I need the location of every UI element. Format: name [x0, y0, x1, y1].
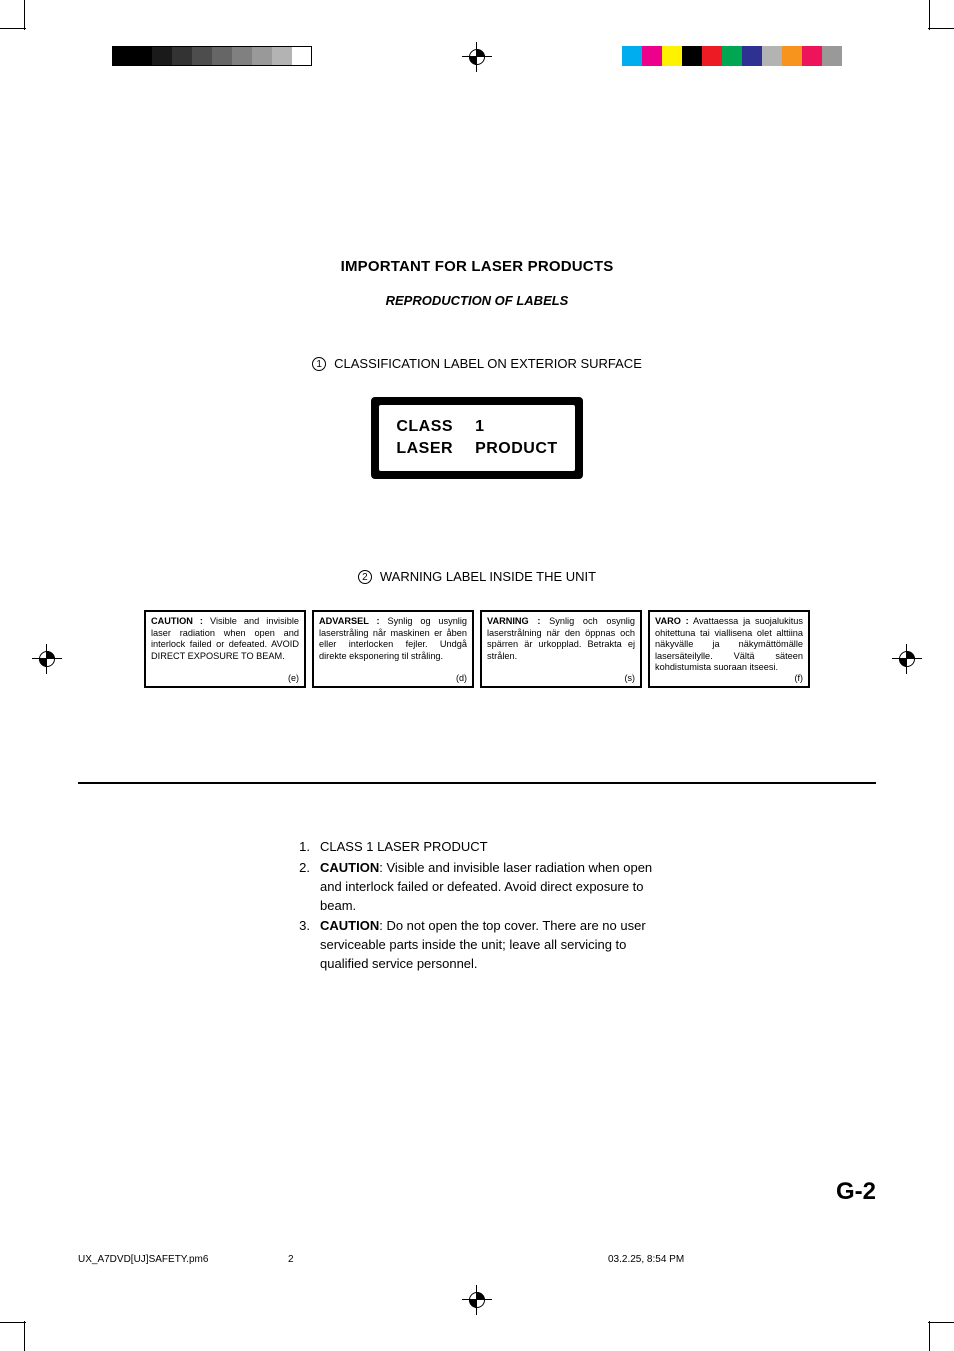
- section-1-text: CLASSIFICATION LABEL ON EXTERIOR SURFACE: [334, 356, 642, 371]
- page-number: G-2: [836, 1178, 876, 1206]
- list-item: 3. CAUTION: Do not open the top cover. T…: [292, 917, 662, 974]
- label-text: 1: [475, 416, 484, 438]
- swatch: [722, 46, 742, 66]
- swatch: [112, 46, 132, 66]
- list-number: 1.: [292, 838, 310, 857]
- list-lead: CAUTION: [320, 860, 379, 875]
- swatch: [192, 46, 212, 66]
- crop-mark: [928, 28, 954, 29]
- swatch: [152, 46, 172, 66]
- swatch: [212, 46, 232, 66]
- class1-laser-label: CLASS 1 LASER PRODUCT: [371, 397, 583, 479]
- label-text: LASER: [396, 438, 453, 460]
- warning-text: CAUTION : Visible and invisible laser ra…: [151, 616, 299, 662]
- circled-number-icon: 1: [312, 357, 326, 371]
- list-item: 1. CLASS 1 LASER PRODUCT: [292, 838, 662, 857]
- label-text: CLASS: [396, 416, 453, 438]
- swatch: [172, 46, 192, 66]
- swatch: [702, 46, 722, 66]
- warning-label-box: CAUTION : Visible and invisible laser ra…: [144, 610, 306, 688]
- warning-label-box: VARNING : Synlig och osynlig laserstråln…: [480, 610, 642, 688]
- swatch: [132, 46, 152, 66]
- warning-label-box: ADVARSEL : Synlig og usynlig laserstråli…: [312, 610, 474, 688]
- page-title: IMPORTANT FOR LASER PRODUCTS: [78, 258, 876, 275]
- label-text: PRODUCT: [475, 438, 558, 460]
- swatch: [662, 46, 682, 66]
- warning-code: (d): [456, 673, 467, 683]
- warning-text: VARO : Avattaessa ja suojalukitus ohitet…: [655, 616, 803, 674]
- swatch: [622, 46, 642, 66]
- list-number: 2.: [292, 859, 310, 916]
- numbered-list: 1. CLASS 1 LASER PRODUCT 2. CAUTION: Vis…: [292, 838, 662, 974]
- list-text: CAUTION: Do not open the top cover. Ther…: [320, 917, 662, 974]
- warning-code: (s): [625, 673, 636, 683]
- circled-number-icon: 2: [358, 570, 372, 584]
- swatch: [642, 46, 662, 66]
- registration-mark-icon: [466, 46, 488, 68]
- grayscale-calibration-strip: [112, 46, 312, 66]
- list-number: 3.: [292, 917, 310, 974]
- warning-label-box: VARO : Avattaessa ja suojalukitus ohitet…: [648, 610, 810, 688]
- page-subtitle: REPRODUCTION OF LABELS: [78, 293, 876, 308]
- crop-mark: [929, 1321, 930, 1351]
- registration-mark-icon: [466, 1289, 488, 1311]
- swatch: [682, 46, 702, 66]
- section-heading-1: 1 CLASSIFICATION LABEL ON EXTERIOR SURFAC…: [78, 356, 876, 371]
- class1-laser-label-inner: CLASS 1 LASER PRODUCT: [379, 405, 575, 471]
- warning-code: (f): [795, 673, 804, 683]
- list-text: CLASS 1 LASER PRODUCT: [320, 838, 488, 857]
- swatch: [802, 46, 822, 66]
- swatch: [292, 46, 312, 66]
- swatch: [742, 46, 762, 66]
- swatch: [822, 46, 842, 66]
- divider: [78, 782, 876, 784]
- page: IMPORTANT FOR LASER PRODUCTS REPRODUCTIO…: [0, 0, 954, 1351]
- warning-code: (e): [288, 673, 299, 683]
- footer-page: 2: [288, 1254, 294, 1265]
- crop-mark: [24, 0, 25, 30]
- footer-filename: UX_A7DVD[UJ]SAFETY.pm6: [78, 1254, 208, 1265]
- swatch: [272, 46, 292, 66]
- swatch: [762, 46, 782, 66]
- crop-mark: [0, 1322, 26, 1323]
- content-area: IMPORTANT FOR LASER PRODUCTS REPRODUCTIO…: [78, 80, 876, 1280]
- section-2-text: WARNING LABEL INSIDE THE UNIT: [380, 569, 596, 584]
- crop-mark: [0, 28, 26, 29]
- footer-timestamp: 03.2.25, 8:54 PM: [608, 1254, 684, 1265]
- crop-mark: [929, 0, 930, 30]
- swatch: [782, 46, 802, 66]
- swatch: [232, 46, 252, 66]
- warning-text: VARNING : Synlig och osynlig laserstråln…: [487, 616, 635, 662]
- color-calibration-strip: [622, 46, 842, 66]
- list-text: CAUTION: Visible and invisible laser rad…: [320, 859, 662, 916]
- crop-mark: [928, 1322, 954, 1323]
- swatch: [252, 46, 272, 66]
- registration-mark-icon: [36, 648, 58, 670]
- section-heading-2: 2 WARNING LABEL INSIDE THE UNIT: [78, 569, 876, 584]
- crop-mark: [24, 1321, 25, 1351]
- warning-labels-row: CAUTION : Visible and invisible laser ra…: [78, 610, 876, 688]
- registration-mark-icon: [896, 648, 918, 670]
- warning-text: ADVARSEL : Synlig og usynlig laserstråli…: [319, 616, 467, 662]
- list-item: 2. CAUTION: Visible and invisible laser …: [292, 859, 662, 916]
- list-lead: CAUTION: [320, 918, 379, 933]
